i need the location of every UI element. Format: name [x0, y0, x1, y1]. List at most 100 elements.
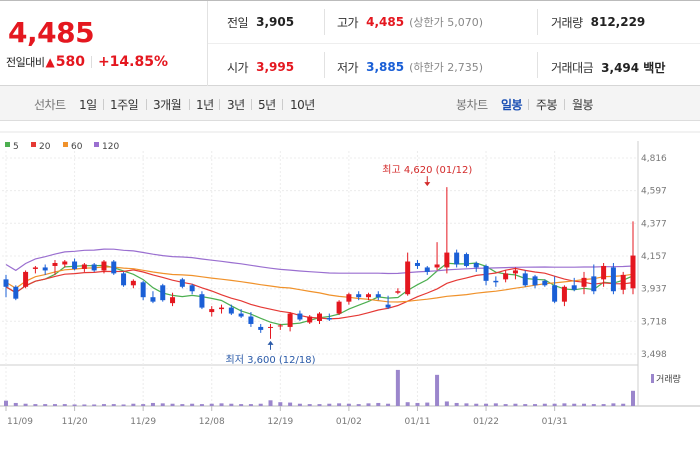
candle-body — [317, 313, 322, 321]
divider — [324, 52, 325, 78]
divider — [103, 99, 104, 110]
price-summary: 4,485 전일대비 ▲ 580 +14.85% 전일 3,905 고가 4,4… — [0, 0, 700, 86]
candle-body — [91, 264, 97, 271]
tab-line-5y[interactable]: 5년 — [258, 98, 276, 112]
y-axis: 4,816 4,597 4,377 4,157 3,937 3,718 3,498 — [641, 154, 667, 360]
candle-body — [140, 282, 146, 298]
candle-body — [483, 265, 489, 281]
tab-line-10y[interactable]: 10년 — [290, 98, 315, 112]
volume-bar — [386, 403, 391, 406]
volume-bar — [317, 404, 322, 406]
volume-bar — [248, 404, 253, 406]
tab-candle-weekly[interactable]: 주봉 — [536, 98, 558, 112]
candle-body — [630, 255, 636, 289]
divider — [324, 9, 325, 35]
candle-body — [414, 262, 420, 266]
high-cell: 고가 4,485 (상한가 5,070) — [337, 1, 483, 43]
volume-bar — [43, 404, 48, 406]
volume-bar — [562, 403, 567, 406]
legend-label: 5 — [13, 142, 19, 152]
volume-bar — [258, 403, 263, 406]
candle-body — [356, 294, 362, 298]
legend-swatch — [63, 142, 68, 147]
volume-bar — [542, 403, 547, 406]
candle-body — [62, 261, 68, 265]
volume-bar — [356, 404, 361, 406]
y-tick-label: 3,498 — [641, 350, 667, 360]
low-annotation: 최저 3,600 (12/18) — [226, 354, 316, 366]
volume-bar — [278, 402, 283, 406]
tab-line-1d[interactable]: 1일 — [79, 98, 97, 112]
high-label: 고가 — [337, 15, 359, 30]
tab-candle-daily[interactable]: 일봉 — [501, 98, 523, 112]
volume-bar — [62, 404, 67, 406]
volume-bar — [23, 403, 28, 406]
tab-line-3y[interactable]: 3년 — [227, 98, 245, 112]
candle-body — [179, 279, 185, 287]
candle-chart-label: 봉차트 — [456, 98, 488, 112]
x-axis: 11/09 11/20 11/29 12/08 12/19 01/02 01/11 01/22… — [5, 406, 568, 427]
volume-bar — [190, 403, 195, 406]
volume-bar — [141, 404, 146, 406]
divider — [90, 56, 92, 68]
chart-tab-bar: 선차트 1일 1주일 3개월 1년 3년 5년 10년 봉차트 일봉 주봉 월봉 — [0, 86, 700, 121]
candle-body — [375, 294, 381, 298]
volume-bar — [405, 402, 410, 406]
volume-bar — [464, 403, 469, 406]
legend-label: 120 — [102, 142, 119, 152]
volume-bar — [415, 402, 420, 406]
volume-bar — [150, 402, 155, 406]
tab-candle-monthly[interactable]: 월봉 — [572, 98, 594, 112]
volume-bar — [82, 404, 87, 406]
tab-line-1w[interactable]: 1주일 — [110, 98, 139, 112]
candle-body — [13, 286, 19, 299]
volume-bar — [523, 404, 528, 406]
volume-bar — [72, 404, 77, 406]
volume-bar — [199, 404, 204, 406]
divider — [219, 99, 220, 110]
volume-bar — [52, 404, 57, 406]
volume-bar — [513, 403, 518, 406]
candle-body — [532, 276, 538, 286]
volume-cell: 거래량 812,229 — [551, 1, 645, 43]
amount-cell: 거래대금 3,494 백만 — [551, 46, 665, 88]
candle-body — [610, 267, 616, 292]
divider — [537, 52, 538, 78]
candle-body — [503, 273, 509, 280]
legend-swatch — [5, 142, 10, 147]
candle-body — [463, 254, 469, 266]
legend-swatch — [31, 142, 36, 147]
divider — [282, 99, 283, 110]
tab-line-1y[interactable]: 1년 — [196, 98, 214, 112]
volume-bar — [493, 403, 498, 406]
volume-bar — [297, 403, 302, 406]
volume-bar — [444, 401, 449, 406]
candle-body — [3, 279, 9, 287]
tab-line-3m[interactable]: 3개월 — [153, 98, 182, 112]
volume-bar — [572, 403, 577, 406]
candle-body — [160, 285, 166, 301]
change-percent: +14.85% — [97, 54, 168, 70]
candle-body — [434, 264, 440, 268]
change-amount: 580 — [55, 54, 85, 70]
high-annotation: 최고 4,620 (01/12) — [382, 164, 472, 176]
candle-body — [170, 297, 176, 304]
volume-bar — [621, 403, 626, 406]
volume-bar — [121, 404, 126, 406]
volume-bar — [435, 374, 440, 406]
volume-bar — [327, 403, 332, 406]
volume-bar — [631, 390, 635, 406]
candle-body — [268, 326, 274, 328]
volume-bar — [92, 404, 97, 406]
volume-legend-label: 거래량 — [656, 373, 681, 385]
volume-bar — [160, 403, 165, 406]
stock-chart: 5 20 60 120 최고 4,620 (01/12) 최저 3,600 (12/18… — [0, 131, 700, 427]
candle-body — [444, 252, 450, 268]
volume-bar — [337, 403, 342, 406]
divider — [528, 99, 529, 110]
high-value: 4,485 — [366, 15, 405, 29]
candle-body — [42, 267, 48, 271]
candle-body — [189, 285, 195, 292]
x-tick-label: 01/11 — [405, 417, 431, 427]
candle-body — [287, 313, 293, 327]
